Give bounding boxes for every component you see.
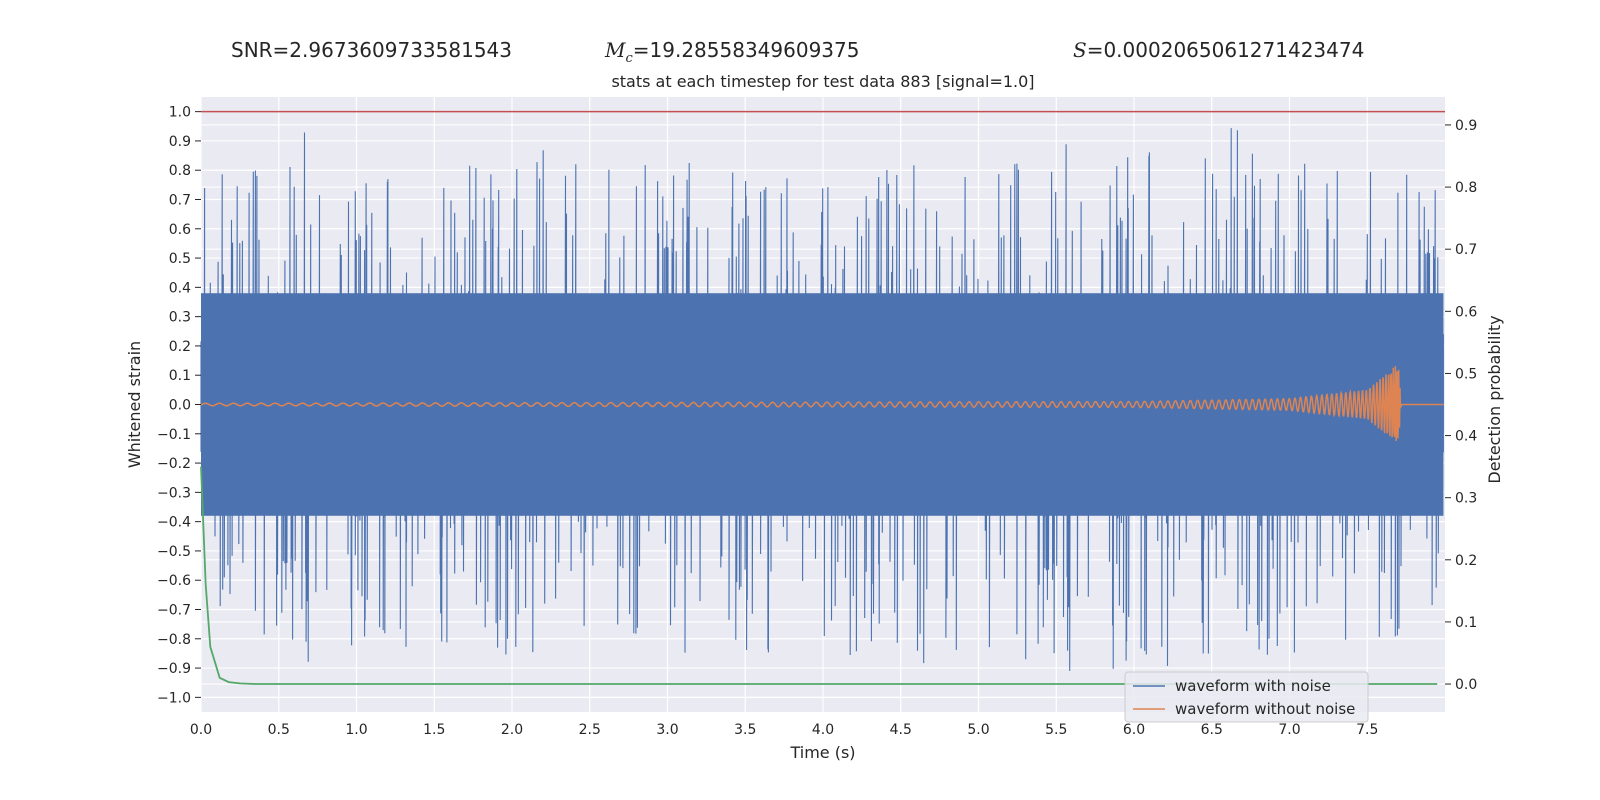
series-waveform-without-noise [200,365,1444,442]
legend-box [1124,671,1369,723]
y-tick-label: −0.3 [157,485,191,501]
y2-tick-label: 0.9 [1455,118,1477,134]
y-tick-label: 0.1 [169,368,191,384]
y-tick-label: 0.2 [169,339,191,355]
y-tick-label: 0.4 [169,280,191,296]
s-value: =0.0002065061271423474 [1086,38,1365,62]
x-tick-label: 6.5 [1201,722,1223,738]
y2-axis-label: Detection probability [1485,315,1504,483]
mc-symbol: M [605,38,626,62]
x-tick-label: 6.0 [1123,722,1145,738]
x-tick-label: 7.5 [1356,722,1378,738]
y-tick-label: −0.9 [157,661,191,677]
mc-value: =19.28558349609375 [632,38,860,62]
x-tick-label: 0.0 [190,722,212,738]
x-tick-label: 2.0 [501,722,523,738]
y-tick-label: −0.6 [157,573,191,589]
y-tick-label: −0.2 [157,456,191,472]
x-tick-label: 3.5 [734,722,756,738]
y-tick-label: −0.5 [157,544,191,560]
y-tick-label: −0.4 [157,515,191,531]
x-tick-label: 2.5 [579,722,601,738]
y2-tick-label: 0.3 [1455,491,1477,507]
legend-label-clean: waveform without noise [1175,700,1355,718]
y-tick-label: −0.1 [157,427,191,443]
s-stat: S=0.0002065061271423474 [1073,38,1364,62]
y-axis-label: Whitened strain [125,341,144,468]
x-tick-label: 4.5 [890,722,912,738]
y2-tick-label: 0.4 [1455,429,1477,445]
y-tick-label: −0.7 [157,603,191,619]
y2-tick-label: 0.6 [1455,304,1477,320]
y-tick-label: −1.0 [157,690,191,706]
chirp-mass-stat: Mc=19.28558349609375 [605,38,859,66]
mc-subscript: c [625,51,633,66]
y-tick-label: 0.3 [169,310,191,326]
y2-tick-label: 0.0 [1455,677,1477,693]
snr-stat: SNR=2.9673609733581543 [231,38,512,62]
y-tick-label: 0.0 [169,398,191,414]
x-tick-label: 1.5 [423,722,445,738]
x-tick-label: 0.5 [268,722,290,738]
series-layer [200,110,1445,685]
legend-label-noise: waveform with noise [1175,677,1331,695]
y-tick-label: 1.0 [169,105,191,121]
noise-core-band [201,293,1444,516]
tick-labels: 0.0 0.5 1.0 1.5 2.0 2.5 3.0 3.5 4.0 4.5 5.0 5.5 6.0 6… [157,105,1477,738]
y2-tick-label: 0.5 [1455,366,1477,382]
y2-tick-label: 0.8 [1455,180,1477,196]
chart-title: stats at each timestep for test data 883… [611,72,1034,91]
y-tick-label: 0.8 [169,163,191,179]
legend: waveform with noise waveform without noi… [1124,671,1369,723]
y-tick-label: 0.6 [169,222,191,238]
x-axis-label: Time (s) [789,743,855,762]
y2-tick-label: 0.1 [1455,615,1477,631]
series-detection-probability [200,466,1438,685]
x-tick-label: 4.0 [812,722,834,738]
y-tick-label: 0.9 [169,134,191,150]
y-tick-label: 0.7 [169,193,191,209]
x-tick-label: 3.0 [656,722,678,738]
x-tick-label: 5.5 [1045,722,1067,738]
y-tick-label: −0.8 [157,632,191,648]
y2-tick-label: 0.2 [1455,553,1477,569]
x-tick-label: 5.0 [967,722,989,738]
y-tick-label: 0.5 [169,251,191,267]
x-tick-label: 1.0 [345,722,367,738]
y2-tick-label: 0.7 [1455,242,1477,258]
s-symbol: S [1073,38,1087,62]
x-tick-label: 7.0 [1278,722,1300,738]
